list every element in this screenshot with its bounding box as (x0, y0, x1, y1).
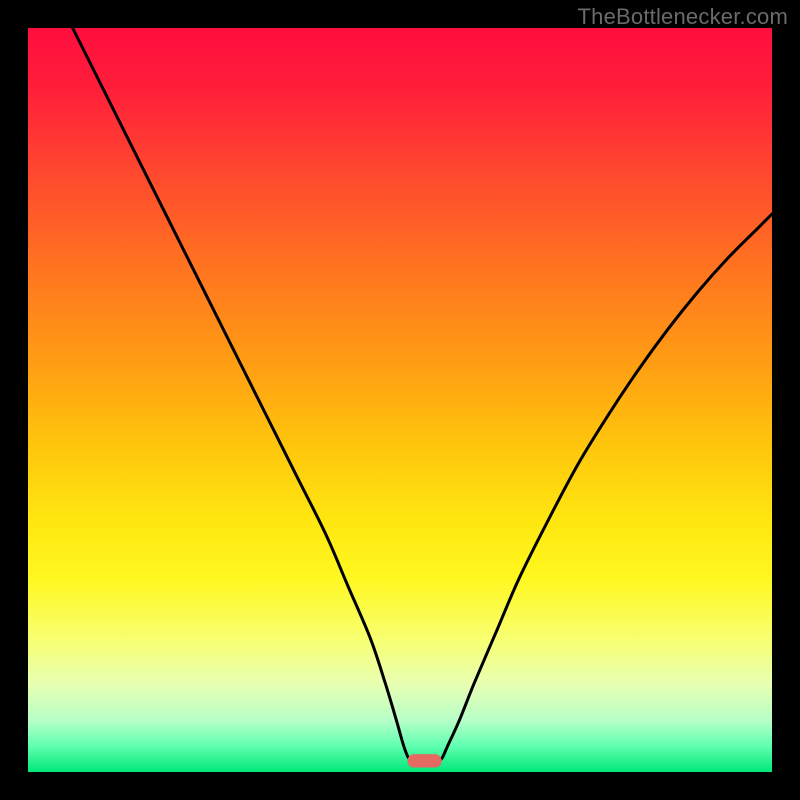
gradient-background (28, 28, 772, 772)
plot-area (28, 28, 772, 772)
optimum-marker (407, 754, 441, 767)
watermark-text: TheBottlenecker.com (578, 4, 788, 30)
chart-frame: TheBottlenecker.com (0, 0, 800, 800)
bottleneck-curve-chart (28, 28, 772, 772)
